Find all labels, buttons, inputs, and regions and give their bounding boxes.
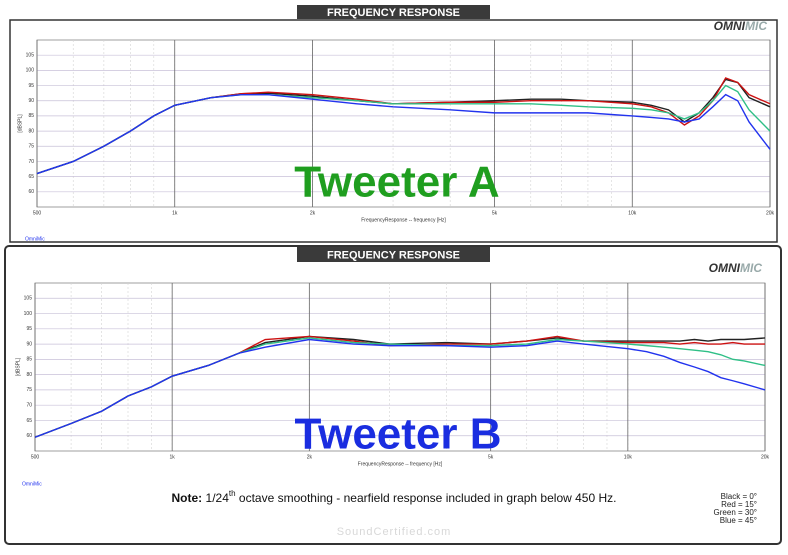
- brand-main: OMNI: [714, 19, 746, 33]
- x-tick-label: 2k: [307, 454, 313, 460]
- header-bar: [297, 247, 490, 262]
- y-tick-label: 65: [28, 174, 34, 180]
- x-tick-label: 500: [31, 454, 40, 460]
- y-tick-label: 85: [28, 113, 34, 119]
- y-tick-label: 75: [26, 387, 32, 393]
- y-tick-label: 105: [26, 53, 35, 59]
- series-line: [36, 93, 771, 175]
- note-text: octave smoothing - nearfield response in…: [239, 491, 617, 505]
- annotation: Tweeter B: [294, 410, 501, 459]
- x-tick-label: 5k: [492, 210, 498, 216]
- brand-logo: OMNIMIC: [709, 261, 763, 275]
- x-tick-label: 20k: [761, 454, 770, 460]
- source-label: OmniMic: [25, 236, 45, 242]
- header-bar: [297, 5, 490, 19]
- x-tick-label: 10k: [628, 210, 637, 216]
- x-tick-label: 10k: [624, 454, 633, 460]
- y-axis-label: [dBSPL]: [15, 357, 21, 376]
- legend-entry: Red = 15°: [721, 500, 757, 509]
- source-label: OmniMic: [22, 481, 42, 487]
- chart-title: FREQUENCY RESPONSE: [327, 249, 460, 261]
- note-text: 1/24: [206, 491, 230, 505]
- y-tick-label: 100: [24, 311, 33, 317]
- x-tick-label: 1k: [172, 210, 178, 216]
- y-tick-label: 75: [28, 144, 34, 150]
- note: Note: 1/24th octave smoothing - nearfiel…: [172, 486, 617, 505]
- legend-entry: Blue = 45°: [720, 516, 757, 525]
- annotation: Tweeter A: [294, 158, 499, 207]
- brand-logo: OMNIMIC: [714, 19, 768, 33]
- brand-main: OMNI: [709, 261, 741, 275]
- series-line: [34, 338, 766, 438]
- y-tick-label: 70: [26, 403, 32, 409]
- y-tick-label: 60: [28, 189, 34, 195]
- x-tick-label: 500: [33, 210, 42, 216]
- y-tick-label: 80: [26, 372, 32, 378]
- y-tick-label: 70: [28, 159, 34, 165]
- y-tick-label: 90: [26, 341, 32, 347]
- x-tick-label: 2k: [310, 210, 316, 216]
- y-axis-label: [dBSPL]: [17, 114, 23, 133]
- y-tick-label: 65: [26, 418, 32, 424]
- y-tick-label: 100: [26, 68, 35, 74]
- y-tick-label: 80: [28, 128, 34, 134]
- chart-title: FREQUENCY RESPONSE: [327, 7, 460, 19]
- legend-entry: Black = 0°: [721, 492, 757, 501]
- y-tick-label: 60: [26, 433, 32, 439]
- x-axis-label: FrequencyResponse -- frequency [Hz]: [361, 217, 446, 223]
- y-tick-label: 90: [28, 98, 34, 104]
- x-tick-label: 5k: [488, 454, 494, 460]
- brand-accent: MIC: [745, 19, 767, 33]
- y-tick-label: 85: [26, 357, 32, 363]
- plot-area: [34, 282, 766, 452]
- y-tick-label: 95: [26, 326, 32, 332]
- y-tick-label: 95: [28, 83, 34, 89]
- x-tick-label: 20k: [766, 210, 775, 216]
- y-tick-label: 105: [24, 296, 33, 302]
- brand-accent: MIC: [740, 261, 762, 275]
- legend-entry: Green = 30°: [714, 508, 757, 517]
- watermark: SoundCertified.com: [337, 526, 452, 538]
- x-axis-label: FrequencyResponse -- frequency [Hz]: [358, 461, 443, 467]
- note-sup: th: [229, 489, 236, 498]
- x-tick-label: 1k: [170, 454, 176, 460]
- note-label: Note:: [172, 491, 203, 505]
